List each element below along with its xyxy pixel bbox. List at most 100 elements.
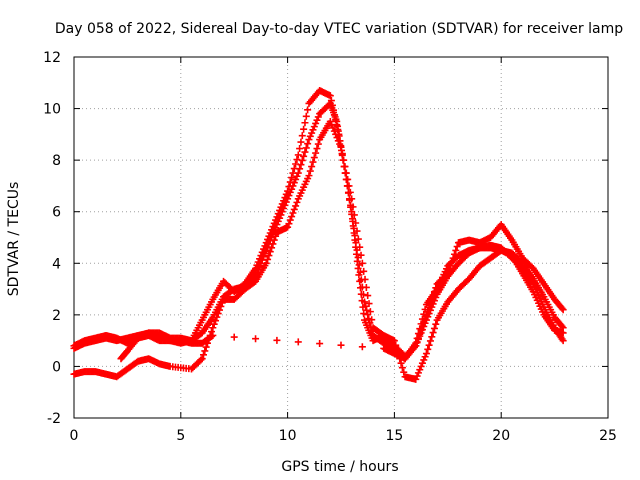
y-tick-label: 8 <box>52 153 61 169</box>
data-point <box>340 156 348 164</box>
data-point <box>328 101 336 109</box>
data-point <box>213 313 221 321</box>
data-point <box>210 320 218 328</box>
y-tick-label: -2 <box>47 411 61 427</box>
data-point <box>432 320 440 328</box>
data-point <box>272 232 280 240</box>
data-point <box>293 155 301 163</box>
data-point <box>413 372 421 380</box>
data-point <box>428 333 436 341</box>
data-point <box>293 172 301 180</box>
data-point <box>302 144 310 152</box>
data-point <box>264 235 272 243</box>
data-point <box>302 112 310 120</box>
data-point <box>262 259 270 267</box>
data-point <box>314 113 322 121</box>
data-point <box>286 178 294 186</box>
data-point <box>363 306 371 314</box>
data-point <box>356 268 364 276</box>
data-point <box>281 194 289 202</box>
data-point <box>230 333 238 341</box>
data-point <box>274 210 282 218</box>
data-point <box>332 130 340 138</box>
data-point <box>300 125 308 133</box>
data-point <box>257 252 265 260</box>
data-point <box>397 359 405 367</box>
data-point <box>559 306 567 314</box>
data-point <box>430 324 438 332</box>
data-point <box>330 106 338 114</box>
data-point <box>216 306 224 314</box>
data-point <box>272 216 280 224</box>
data-point <box>308 129 316 137</box>
data-point <box>426 337 434 345</box>
data-point <box>306 167 314 175</box>
data-point <box>298 132 306 140</box>
data-point <box>292 202 300 210</box>
data-point <box>359 291 367 299</box>
x-tick-label: 5 <box>176 428 185 444</box>
data-point <box>273 336 281 344</box>
data-point <box>558 322 566 330</box>
data-point <box>199 351 207 359</box>
data-point <box>329 124 337 132</box>
data-point <box>328 121 336 129</box>
data-point <box>418 315 426 323</box>
data-point <box>268 244 276 252</box>
data-point <box>198 355 206 363</box>
data-point <box>265 232 273 240</box>
data-point <box>350 211 358 219</box>
data-point <box>312 119 320 127</box>
data-point <box>341 163 349 171</box>
data-point <box>301 119 309 127</box>
data-point <box>297 138 305 146</box>
data-point <box>293 198 301 206</box>
data-point <box>304 140 312 148</box>
data-point <box>330 127 338 135</box>
data-point <box>288 213 296 221</box>
data-point <box>201 347 209 355</box>
data-point <box>353 227 361 235</box>
data-point <box>252 335 260 343</box>
data-point <box>354 235 362 243</box>
data-point <box>422 350 430 358</box>
data-point <box>256 255 264 263</box>
data-point <box>414 369 422 377</box>
data-point <box>352 219 360 227</box>
data-point <box>351 232 359 240</box>
data-point <box>294 338 302 346</box>
data-point <box>354 264 362 272</box>
data-point <box>254 258 262 266</box>
x-tick-labels: 0 5 10 15 20 25 <box>70 428 617 444</box>
data-point <box>364 292 372 300</box>
data-point <box>310 123 318 131</box>
data-point <box>208 332 216 340</box>
data-point <box>352 239 360 247</box>
data-point <box>348 195 356 203</box>
data-point <box>266 229 274 237</box>
data-point <box>309 126 317 134</box>
data-point <box>313 145 321 153</box>
data-point <box>392 341 400 349</box>
sdtvar-lower-series <box>70 117 567 383</box>
data-point <box>212 317 220 325</box>
data-point <box>260 245 268 253</box>
y-tick-label: 4 <box>52 256 61 272</box>
data-point <box>412 375 420 383</box>
data-point <box>314 140 322 148</box>
data-point <box>424 345 432 353</box>
data-point <box>420 310 428 318</box>
data-point <box>361 275 369 283</box>
data-point <box>310 154 318 162</box>
data-point <box>342 169 350 177</box>
x-tick-label: 15 <box>385 428 403 444</box>
y-tick-label: 2 <box>52 308 61 324</box>
data-point <box>368 316 376 324</box>
data-point <box>209 331 217 339</box>
data-point <box>331 111 339 119</box>
data-series <box>70 87 567 383</box>
axis-ticks <box>73 56 609 419</box>
data-point <box>300 152 308 160</box>
data-point <box>327 97 335 105</box>
data-point <box>349 203 357 211</box>
